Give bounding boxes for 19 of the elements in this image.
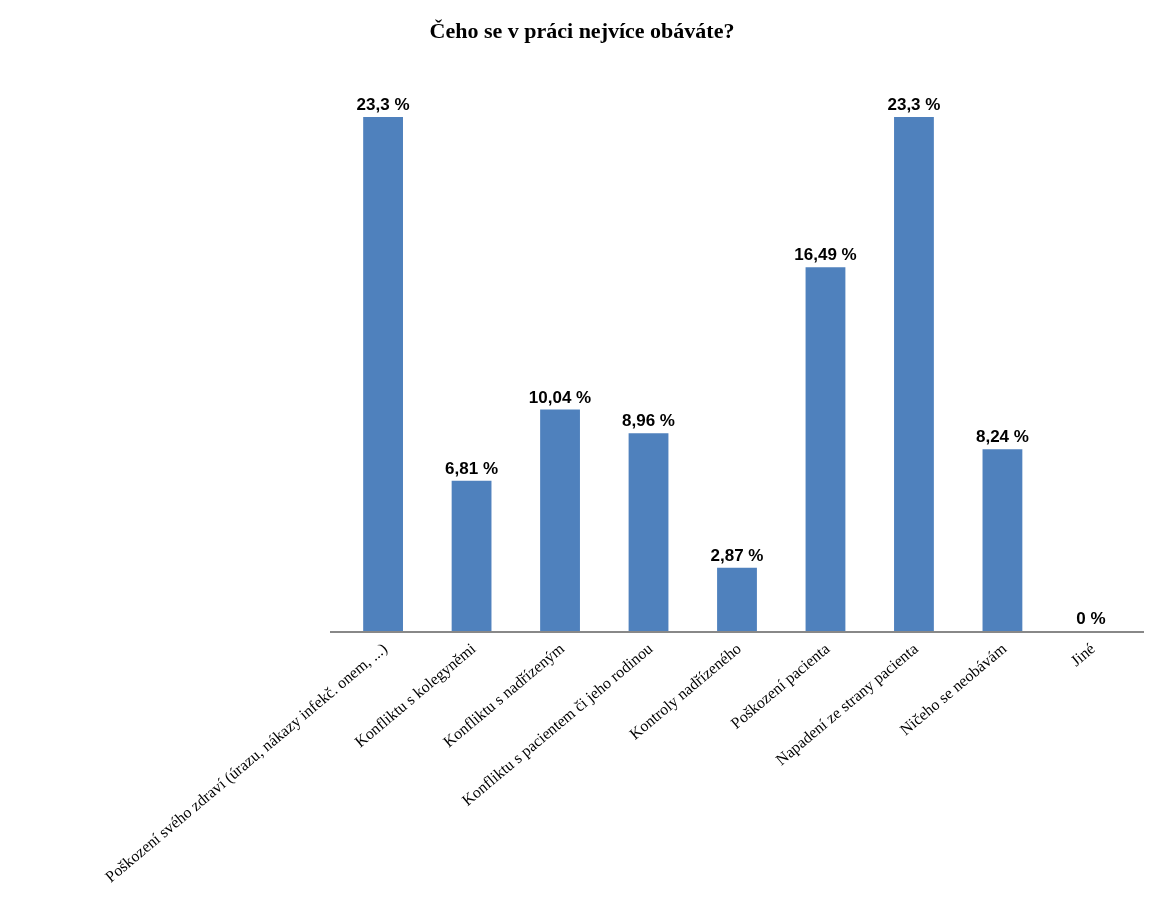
bar bbox=[805, 267, 846, 631]
data-label: 6,81 % bbox=[445, 458, 499, 478]
data-label: 2,87 % bbox=[710, 545, 764, 565]
data-label: 8,24 % bbox=[975, 427, 1029, 447]
data-label: 8,96 % bbox=[622, 411, 675, 431]
bar bbox=[451, 480, 492, 631]
data-label: 0 % bbox=[1076, 609, 1106, 628]
bar bbox=[982, 449, 1023, 631]
bar bbox=[717, 567, 757, 631]
data-label: 23,3 % bbox=[887, 95, 941, 115]
data-label: 16,49 % bbox=[794, 245, 857, 265]
bar bbox=[540, 409, 580, 631]
bar bbox=[894, 117, 934, 631]
bar bbox=[363, 117, 403, 631]
x-tick-label: Jiné bbox=[1067, 639, 1098, 670]
data-label: 23,3 % bbox=[356, 95, 410, 115]
data-label: 10,04 % bbox=[528, 387, 592, 407]
chart-title: Čeho se v práci nejvíce obáváte? bbox=[429, 17, 735, 43]
bar bbox=[628, 433, 669, 631]
